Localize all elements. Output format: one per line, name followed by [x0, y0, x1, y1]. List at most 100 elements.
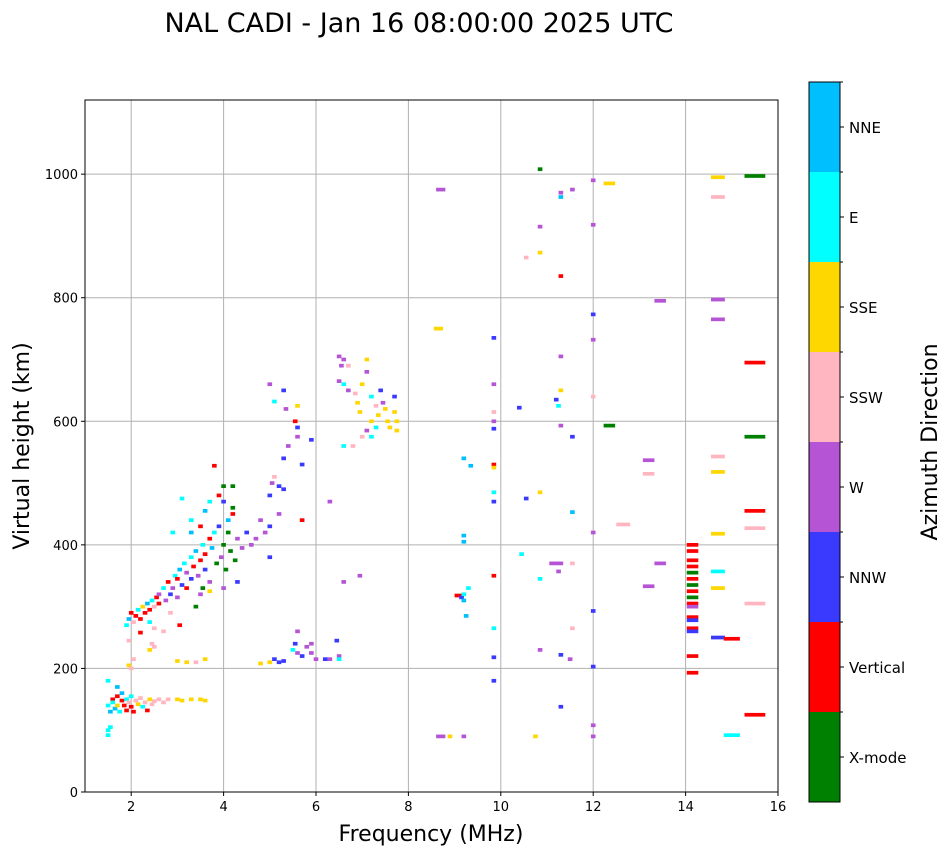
colorbar-label-item: Vertical — [849, 659, 905, 677]
data-point-ssw — [570, 561, 575, 566]
data-point-sse — [433, 326, 444, 331]
data-point-x-mode — [223, 567, 229, 572]
data-point-w — [304, 644, 310, 649]
data-point-sse — [147, 648, 152, 652]
data-point-sse — [711, 586, 725, 590]
data-point-nnw — [491, 499, 497, 504]
x-tick-label: 6 — [312, 800, 320, 815]
data-point-sse — [537, 250, 543, 255]
data-point-w — [590, 337, 596, 342]
data-point-e — [369, 434, 374, 439]
data-point-w — [686, 604, 699, 609]
data-point-nnw — [272, 657, 277, 662]
data-point-nne — [177, 567, 183, 572]
data-point-w — [436, 734, 446, 739]
data-point-w — [258, 518, 263, 522]
data-point-sse — [184, 660, 189, 665]
data-point-x-mode — [686, 570, 699, 575]
data-point-nnw — [202, 567, 208, 572]
data-point-e — [200, 543, 206, 547]
data-point-e — [170, 530, 176, 535]
data-point-w — [170, 586, 176, 590]
data-point-nne — [209, 546, 215, 550]
data-point-e — [172, 573, 178, 578]
data-point-sse — [175, 697, 180, 702]
data-point-ssw — [359, 434, 365, 439]
data-point-ssw — [711, 195, 725, 199]
colorbar-segment — [809, 82, 840, 172]
data-point-sse — [115, 703, 120, 708]
data-point-nnw — [295, 425, 300, 430]
data-point-vertical — [723, 636, 740, 641]
colorbar-label-item: E — [849, 209, 858, 227]
data-point-ssw — [126, 700, 132, 705]
data-point-w — [184, 570, 189, 575]
data-point-sse — [357, 410, 363, 414]
data-point-w — [491, 419, 497, 424]
data-point-nne — [202, 509, 208, 513]
data-point-nnw — [235, 580, 240, 584]
x-tick-label: 14 — [677, 800, 694, 815]
data-point-sse — [364, 357, 370, 362]
data-point-x-mode — [225, 530, 231, 535]
data-point-nnw — [491, 678, 497, 683]
data-point-vertical — [115, 694, 120, 699]
data-point-sse — [387, 425, 393, 430]
data-point-w — [207, 580, 213, 584]
colorbar-frame — [808, 81, 841, 803]
y-tick-label: 600 — [53, 415, 78, 430]
data-point-w — [558, 354, 564, 359]
data-point-e — [161, 586, 166, 590]
data-point-ssw — [161, 700, 166, 705]
data-point-ssw — [131, 620, 136, 624]
data-point-w — [295, 434, 300, 439]
data-point-w — [156, 592, 162, 597]
data-point-nne — [461, 533, 467, 538]
data-point-ssw — [151, 604, 157, 609]
data-point-e — [110, 700, 116, 705]
data-point-w — [654, 561, 666, 566]
y-axis-label: Virtual height (km) — [10, 342, 35, 549]
data-point-vertical — [202, 552, 208, 556]
data-point-nne — [115, 685, 120, 689]
data-point-w — [313, 657, 319, 662]
data-point-sse — [394, 428, 400, 433]
data-point-nnw — [281, 456, 286, 461]
data-point-sse — [267, 660, 273, 665]
data-point-ssw — [616, 522, 631, 527]
data-point-vertical — [744, 712, 766, 717]
data-point-nnw — [292, 641, 298, 646]
data-point-w — [175, 595, 180, 600]
data-point-nne — [119, 691, 125, 695]
colorbar-label-item: NNW — [849, 569, 886, 587]
data-point-nnw — [188, 576, 194, 581]
data-point-w — [567, 657, 573, 662]
data-point-nnw — [168, 592, 173, 597]
data-point-sse — [359, 382, 365, 387]
data-point-ssw — [161, 629, 166, 634]
data-point-w — [267, 382, 273, 387]
data-point-w — [549, 561, 564, 566]
x-tick-label: 16 — [770, 800, 787, 815]
data-point-x-mode — [230, 505, 236, 510]
data-point-e — [491, 490, 497, 495]
data-point-x-mode — [193, 604, 199, 609]
data-point-e — [124, 697, 129, 702]
data-point-ssw — [744, 526, 766, 531]
data-point-e — [290, 648, 296, 652]
data-point-e — [105, 728, 111, 733]
data-point-vertical — [128, 704, 134, 709]
data-point-w — [285, 444, 291, 448]
data-point-w — [235, 536, 240, 541]
data-point-nnw — [309, 437, 314, 442]
data-point-x-mode — [744, 434, 766, 439]
data-point-ssw — [149, 702, 155, 707]
colorbar-segment — [809, 712, 840, 802]
data-point-vertical — [110, 697, 116, 702]
data-point-vertical — [299, 518, 305, 522]
data-point-w — [570, 187, 575, 192]
data-point-ssw — [711, 454, 725, 459]
data-point-sse — [258, 661, 263, 666]
data-point-e — [182, 561, 187, 566]
data-point-vertical — [175, 576, 180, 581]
